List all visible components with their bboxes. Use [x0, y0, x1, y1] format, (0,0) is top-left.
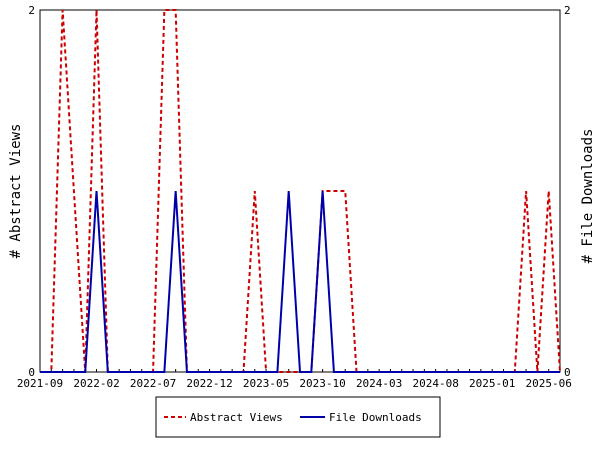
x-tick-label: 2022-07: [130, 377, 176, 390]
legend-label-abstract-views: Abstract Views: [190, 411, 283, 424]
x-tick-label: 2023-10: [299, 377, 345, 390]
series-line-abstract-views: [40, 9, 561, 373]
y-axis-right-title: # File Downloads: [580, 129, 596, 264]
legend: Abstract Views File Downloads: [155, 396, 441, 438]
x-tick-label: 2025-01: [469, 377, 515, 390]
x-tick-label: 2022-12: [186, 377, 232, 390]
y-left-tick-min: 0: [28, 366, 35, 379]
series-line-file-downloads: [40, 190, 560, 373]
legend-label-file-downloads: File Downloads: [329, 411, 422, 424]
y-right-tick-max: 2: [564, 4, 571, 17]
x-tick-label: 2025-06: [526, 377, 572, 390]
x-tick-label: 2023-05: [243, 377, 289, 390]
x-tick-label: 2024-08: [412, 377, 458, 390]
plot-area: [39, 9, 561, 373]
y-axis-left-title: # Abstract Views: [8, 124, 24, 259]
x-tick-label: 2024-03: [356, 377, 402, 390]
x-tick-label: 2021-09: [17, 377, 63, 390]
y-left-tick-max: 2: [28, 4, 35, 17]
x-tick-label: 2022-02: [73, 377, 119, 390]
y-right-tick-min: 0: [564, 366, 571, 379]
